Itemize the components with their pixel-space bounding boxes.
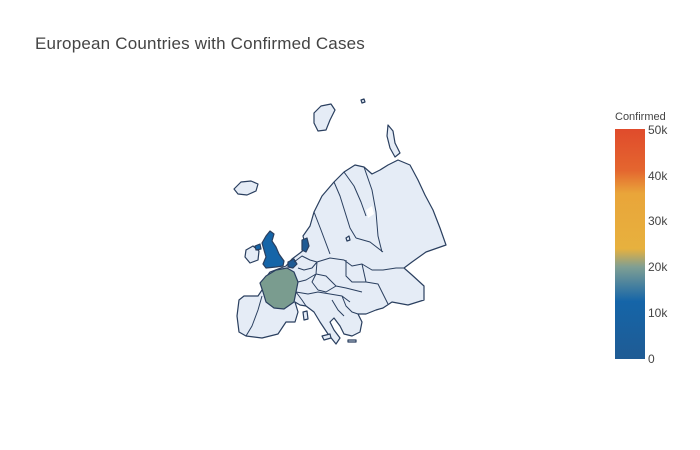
united-kingdom-region[interactable] xyxy=(261,230,285,269)
svalbard-region[interactable] xyxy=(313,103,336,132)
france-region[interactable] xyxy=(259,267,299,310)
colorbar-title: Confirmed xyxy=(615,111,666,123)
colorbar-tick-10k: 10k xyxy=(648,306,668,320)
sardinia-region[interactable] xyxy=(302,310,309,321)
colorbar-tick-40k: 40k xyxy=(648,169,668,183)
colorbar-tick-30k: 30k xyxy=(648,214,668,228)
colorbar-gradient xyxy=(615,129,645,359)
sicily-region[interactable] xyxy=(321,333,332,341)
novaya-zemlya-region[interactable] xyxy=(386,124,401,158)
colorbar-tick-50k: 50k xyxy=(648,123,668,137)
iceland-region[interactable] xyxy=(233,180,259,196)
svalbard-islet xyxy=(360,98,366,104)
denmark-region[interactable] xyxy=(301,237,310,253)
white-sea xyxy=(366,206,374,218)
colorbar-tick-20k: 20k xyxy=(648,260,668,274)
northern-ireland-region[interactable] xyxy=(254,243,262,251)
colorbar-tick-0: 0 xyxy=(648,352,655,366)
crete-region[interactable] xyxy=(347,339,357,343)
country-borders xyxy=(245,166,404,337)
baltic-island xyxy=(345,235,351,242)
chart-title: European Countries with Confirmed Cases xyxy=(35,34,366,53)
